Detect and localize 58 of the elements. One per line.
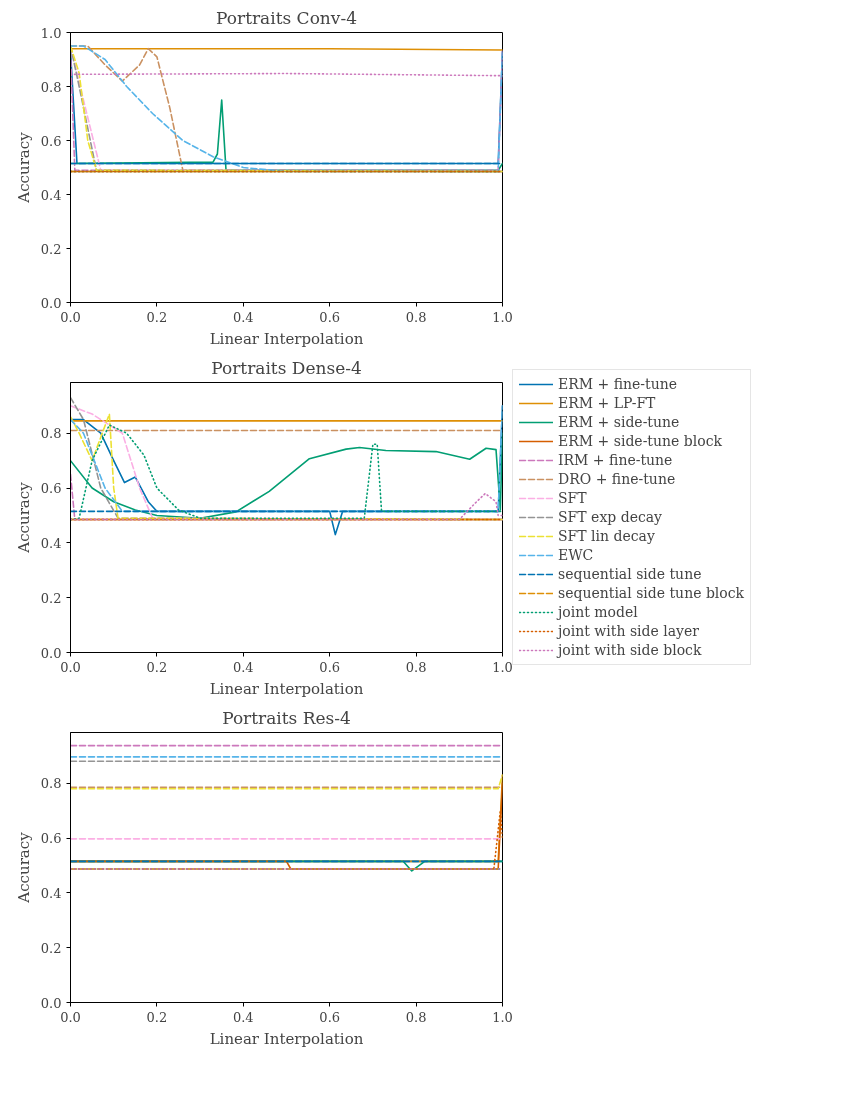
chart-title: Portraits Res-4 [222, 707, 351, 728]
x-tick-label: 0.0 [60, 309, 81, 325]
y-tick-label: 0.0 [40, 295, 62, 311]
chart-title: Portraits Dense-4 [211, 357, 362, 378]
y-axis-title: Accuracy [14, 481, 33, 554]
y-tick-label: 0.6 [40, 133, 62, 149]
legend-label: SFT exp decay [558, 509, 663, 525]
legend-label: ERM + side-tune block [558, 433, 722, 449]
y-tick-label: 0.2 [40, 940, 62, 956]
x-tick-label: 0.4 [232, 309, 254, 325]
x-axis-title: Linear Interpolation [209, 1029, 364, 1048]
x-tick-label: 1.0 [492, 309, 513, 325]
x-axis-title: Linear Interpolation [209, 329, 364, 348]
legend-label: DRO + fine-tune [558, 471, 676, 487]
y-tick-label: 0.0 [40, 995, 62, 1011]
y-tick-label: 0.8 [40, 79, 62, 95]
legend-label: ERM + fine-tune [558, 376, 678, 392]
y-tick-label: 0.0 [40, 645, 62, 661]
legend-label: sequential side tune [558, 566, 702, 582]
y-tick-label: 0.6 [40, 831, 62, 847]
legend-label: SFT [558, 490, 587, 506]
x-tick-label: 0.8 [405, 659, 427, 675]
y-tick-label: 0.4 [40, 535, 62, 551]
legend-label: ERM + side-tune [558, 414, 680, 430]
x-tick-label: 1.0 [492, 1009, 513, 1025]
chart-title: Portraits Conv-4 [216, 7, 357, 28]
legend-label: joint with side layer [558, 623, 699, 639]
x-tick-label: 1.0 [492, 659, 513, 675]
x-tick-label: 0.2 [146, 1009, 168, 1025]
legend-label: ERM + LP-FT [558, 395, 656, 411]
x-tick-label: 0.8 [405, 309, 427, 325]
x-tick-label: 0.0 [60, 1009, 81, 1025]
legend-label: EWC [558, 547, 594, 563]
x-tick-label: 0.4 [232, 1009, 254, 1025]
legend-label: joint with side block [558, 642, 702, 658]
x-axis-title: Linear Interpolation [209, 679, 364, 698]
y-tick-label: 0.8 [40, 776, 62, 792]
legend-label: sequential side tune block [558, 585, 745, 601]
x-tick-label: 0.6 [319, 659, 341, 675]
legend-label: SFT lin decay [558, 528, 655, 544]
x-tick-label: 0.8 [405, 1009, 427, 1025]
y-tick-label: 1.0 [40, 25, 62, 41]
x-tick-label: 0.6 [319, 1009, 341, 1025]
legend-label: IRM + fine-tune [558, 452, 673, 468]
x-tick-label: 0.0 [60, 659, 81, 675]
x-tick-label: 0.4 [232, 659, 254, 675]
y-tick-label: 0.4 [40, 187, 62, 203]
legend-label: joint model [558, 604, 638, 620]
y-axis-title: Accuracy [14, 831, 33, 904]
y-tick-label: 0.8 [40, 426, 62, 442]
y-tick-label: 0.6 [40, 481, 62, 497]
x-tick-label: 0.2 [146, 309, 168, 325]
x-tick-label: 0.2 [146, 659, 168, 675]
y-tick-label: 0.4 [40, 885, 62, 901]
y-tick-label: 0.2 [40, 241, 62, 257]
y-axis-title: Accuracy [14, 131, 33, 204]
x-tick-label: 0.6 [319, 309, 341, 325]
y-tick-label: 0.2 [40, 590, 62, 606]
